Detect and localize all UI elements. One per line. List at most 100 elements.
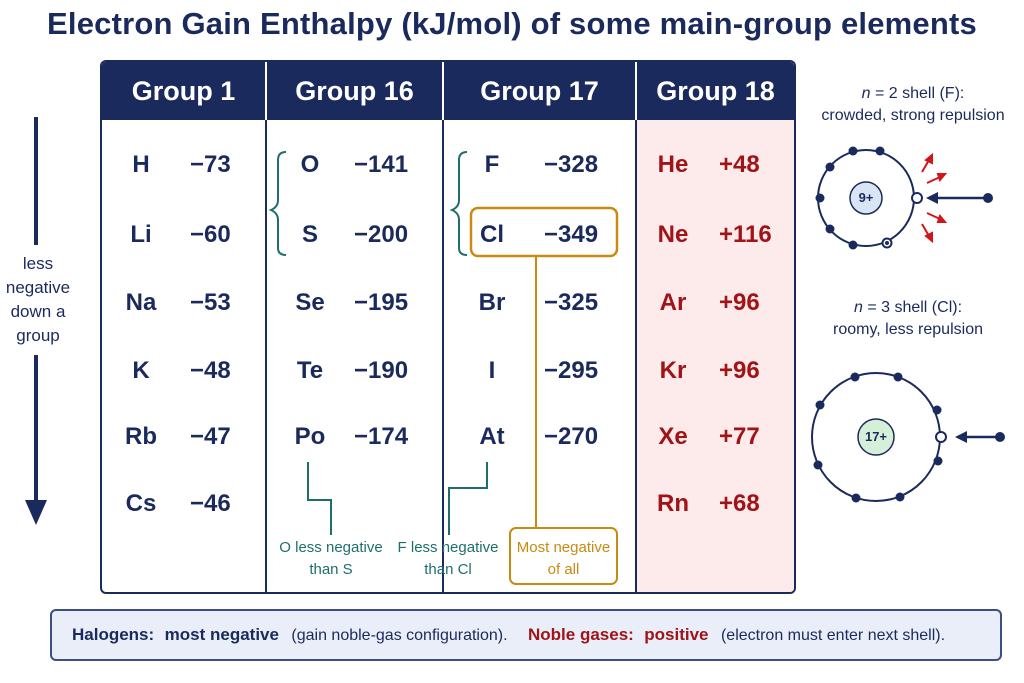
group18-symbol: Rn	[657, 490, 689, 517]
header-divider	[265, 62, 267, 120]
group16-value: −141	[354, 151, 409, 178]
group18-value: +116	[719, 221, 772, 248]
page-title: Electron Gain Enthalpy (kJ/mol) of some …	[47, 6, 977, 41]
side-label-line: group	[16, 326, 60, 345]
group16-symbol: S	[301, 221, 318, 248]
group16-symbol: O	[300, 151, 320, 178]
electron-open	[881, 237, 893, 249]
summary-box: Halogens: most negative (gain noble-gas …	[50, 609, 1002, 661]
f-nucleus-label: 9+	[858, 190, 874, 205]
group16-value: −200	[354, 221, 409, 248]
most-negative-note: Most negative of all	[510, 537, 617, 581]
group17-value: −270	[544, 423, 599, 450]
group1-symbol: Na	[125, 289, 157, 316]
group18-value: +96	[719, 289, 760, 316]
group17-value: −349	[544, 221, 599, 248]
header-divider	[442, 62, 444, 120]
electron	[815, 193, 825, 203]
note-line: of all	[547, 561, 580, 578]
group18-value: +68	[719, 490, 760, 517]
header-divider	[635, 62, 637, 120]
group17-symbol: At	[479, 423, 505, 450]
note-line: Most negative	[516, 539, 611, 556]
noble-label: Noble gases:	[528, 625, 634, 644]
side-label-line: less	[22, 254, 54, 273]
group18-value: +96	[719, 357, 760, 384]
group18-highlight	[637, 62, 794, 592]
group18-value: +77	[719, 423, 760, 450]
vacancy	[911, 192, 923, 204]
group18-value: +48	[719, 151, 760, 178]
header-group1: Group 1	[131, 76, 236, 106]
group17-symbol: Cl	[480, 221, 504, 248]
side-label-line: down a	[10, 302, 66, 321]
f-shell-caption-line1: n = 2 shell (F):	[808, 83, 1018, 105]
electron	[825, 224, 835, 234]
group18-symbol: Ne	[657, 221, 689, 248]
electron	[875, 146, 885, 156]
group1-value: −47	[190, 423, 231, 450]
cl-shell-caption-line2: roomy, less repulsion	[833, 321, 983, 338]
side-label-line: negative	[5, 278, 71, 297]
group1-value: −73	[190, 151, 231, 178]
group16-value: −190	[354, 357, 409, 384]
down-arrow-icon	[25, 500, 47, 525]
f-shell-caption-line2: crowded, strong repulsion	[821, 107, 1005, 124]
group1-value: −46	[190, 490, 231, 517]
side-label: less negative down a group	[2, 252, 74, 348]
noble-strong: positive	[644, 625, 709, 644]
f-shell-caption: n = 2 shell (F): crowded, strong repulsi…	[808, 83, 1018, 127]
electron	[851, 493, 861, 503]
note-line: F less negative	[397, 539, 499, 556]
cl-shell-caption-line1: n = 3 shell (Cl):	[808, 297, 1008, 319]
electron	[895, 492, 905, 502]
group1-value: −48	[190, 357, 231, 384]
electron	[813, 460, 823, 470]
f-vs-cl-note: F less negative than Cl	[392, 537, 504, 581]
note-line: than S	[309, 561, 353, 578]
electron	[932, 405, 942, 415]
cl-nucleus-label: 17+	[864, 429, 888, 444]
n-symbol: n	[853, 299, 863, 316]
group1-symbol: Cs	[125, 490, 157, 517]
group1-value: −53	[190, 289, 231, 316]
group16-value: −195	[354, 289, 409, 316]
group18-symbol: Ar	[659, 289, 687, 316]
arrow-head-icon	[955, 431, 967, 443]
group1-symbol: Rb	[125, 423, 157, 450]
o-vs-s-note: O less negative than S	[270, 537, 392, 581]
header-group17: Group 17	[480, 76, 599, 106]
group1-symbol: H	[132, 151, 150, 178]
electron	[825, 162, 835, 172]
group16-symbol: Te	[296, 357, 324, 384]
incoming-electron	[995, 432, 1005, 442]
group17-symbol: I	[488, 357, 496, 384]
group16-value: −174	[354, 423, 409, 450]
arrow-head-icon	[926, 192, 938, 204]
group18-symbol: Kr	[659, 357, 687, 384]
column-divider	[442, 62, 444, 592]
column-divider	[265, 62, 267, 592]
table-header	[102, 62, 794, 120]
group17-symbol: Br	[478, 289, 506, 316]
caption-text: = 2 shell (F):	[870, 85, 965, 102]
group17-symbol: F	[484, 151, 500, 178]
note-line: O less negative	[279, 539, 383, 556]
group1-value: −60	[190, 221, 231, 248]
column-divider	[635, 62, 637, 592]
header-group16: Group 16	[295, 76, 414, 106]
f-shell-diagram	[815, 146, 993, 250]
electron	[848, 146, 858, 156]
halogens-label: Halogens:	[72, 625, 155, 644]
group1-symbol: K	[132, 357, 150, 384]
electron-dot	[885, 241, 889, 245]
electron	[850, 372, 860, 382]
incoming-electron	[983, 193, 993, 203]
group16-symbol: Po	[294, 423, 326, 450]
repulsion-arrows	[921, 152, 948, 244]
group1-symbol: Li	[130, 221, 152, 248]
halogens-note: (gain noble-gas configuration).	[291, 627, 508, 644]
halogens-strong: most negative	[164, 625, 279, 644]
group16-symbol: Se	[295, 289, 325, 316]
header-group18: Group 18	[656, 76, 775, 106]
